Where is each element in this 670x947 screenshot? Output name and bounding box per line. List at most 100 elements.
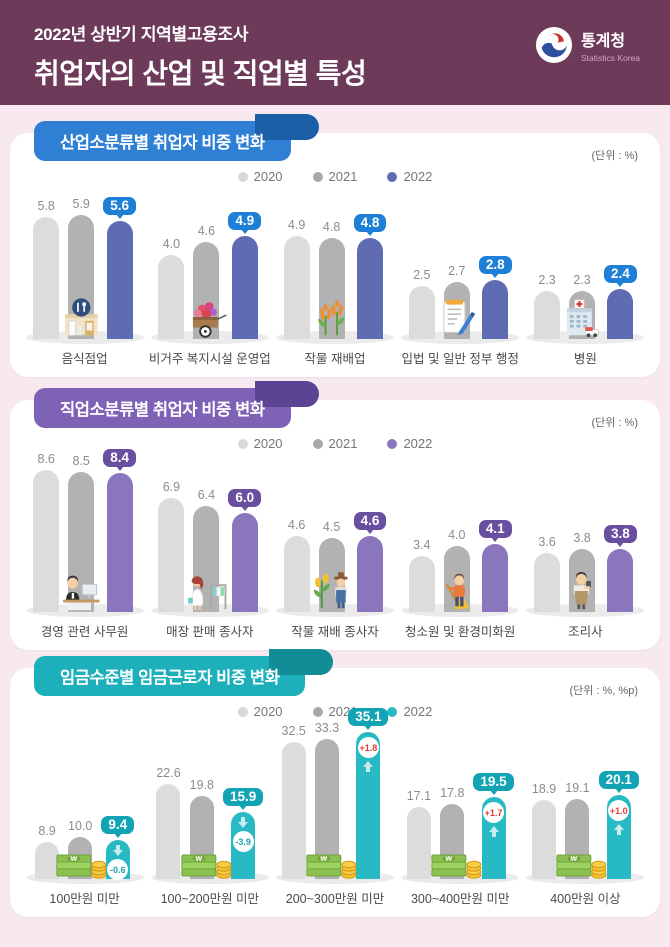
legend: 2020 2021 2022 — [10, 169, 660, 184]
value-badge-2022: 8.4 — [103, 449, 136, 467]
office-worker-icon — [58, 568, 104, 614]
bar-column-2020: 18.9 — [532, 782, 556, 879]
bar-value-label: 2.3 — [573, 273, 591, 287]
bar-2022 — [482, 280, 509, 339]
bar-column-2022: 4.9 — [228, 212, 262, 339]
category-label: 300~400만원 미만 — [410, 892, 510, 906]
legend-item-2020: 2020 — [237, 436, 283, 451]
bar-column-2020: 5.8 — [33, 199, 60, 339]
value-badge-2022: 2.4 — [604, 265, 637, 283]
bar-value-label: 4.6 — [197, 224, 216, 238]
bar-column-2020: 6.9 — [158, 480, 185, 612]
category-label: 200~300만원 미만 — [285, 892, 385, 906]
bar-column-2022: 3.8 — [604, 525, 637, 612]
bar-column-2020: 8.6 — [33, 452, 60, 612]
chart-group: 4.0 4.6 4.9 비거주 복지시설 운영업 — [147, 189, 272, 367]
decrease-arrow-icon — [112, 845, 123, 856]
bar-2020 — [408, 556, 435, 612]
value-badge-2022: 4.9 — [228, 212, 262, 230]
bar-column-2022: 35.1 +1.8 — [348, 708, 389, 879]
crop-icon — [308, 295, 354, 341]
bar-column-2020: 4.9 — [283, 218, 310, 339]
change-value-circle: -0.6 — [107, 859, 129, 880]
survey-subtitle: 2022년 상반기 지역별고용조사 — [34, 25, 249, 44]
legend-item-2022: 2022 — [387, 436, 432, 451]
bar-column-2020: 22.6 — [156, 766, 181, 879]
bar-column-2022: 4.8 — [353, 214, 387, 339]
legend-item-2021: 2021 — [312, 436, 358, 451]
legend-item-2022: 2022 — [387, 169, 432, 184]
legend-year-label: 2021 — [328, 436, 358, 451]
bar-column-2020: 3.4 — [408, 538, 435, 612]
chart-group: 17.1 17.8 19.5 +1.7 ₩300~400만원 미만 — [398, 701, 523, 907]
restaurant-icon — [58, 295, 104, 341]
legend-item-2021: 2021 — [312, 169, 357, 184]
legend-year-label: 2022 — [403, 704, 433, 719]
bar-value-label: 33.3 — [314, 721, 340, 735]
legend-dot — [387, 706, 398, 717]
bar-2022 — [482, 544, 509, 612]
category-label: 조리사 — [568, 625, 603, 639]
bar-column-2022: 5.6 — [103, 197, 136, 339]
money-icon: ₩ — [305, 841, 357, 881]
bar-column-2022: 2.4 — [604, 265, 637, 339]
bar-value-label: 4.5 — [322, 520, 341, 534]
bar-2022 — [106, 221, 133, 339]
category-label: 100만원 미만 — [49, 892, 120, 906]
category-label: 400만원 이상 — [550, 892, 621, 906]
unit-label: (단위 : %) — [591, 150, 638, 162]
legend-item-2022: 2022 — [387, 704, 432, 719]
legend-year-label: 2020 — [253, 704, 283, 719]
chart-group: 2.5 2.7 2.8 입법 및 일반 정부 행정 — [398, 189, 523, 367]
bar-2022: +1.7 — [481, 797, 506, 879]
value-badge-2022: 19.5 — [473, 773, 514, 791]
bar-value-label: 3.4 — [413, 538, 431, 552]
bar-2020 — [33, 470, 60, 612]
bar-2020 — [534, 291, 561, 339]
wage-bar-chart: 8.9 10.0 9.4 -0.6 ₩100만원 미만 22.6 19.8 15.9 -3.9 ₩… — [22, 701, 648, 907]
section-ribbon: 임금수준별 임금근로자 비중 변화 — [34, 649, 335, 696]
bar-value-label: 8.6 — [37, 452, 55, 466]
bar-value-label: 17.8 — [440, 786, 465, 800]
bar-value-label: 5.8 — [37, 199, 55, 213]
section-title: 산업소분류별 취업자 비중 변화 — [60, 134, 265, 152]
legend-dot — [237, 438, 248, 449]
legend-year-label: 2020 — [253, 436, 283, 451]
bar-value-label: 10.0 — [68, 819, 93, 833]
bar-column-2020: 4.0 — [158, 237, 185, 339]
bar-column-2022: 20.1 +1.0 — [598, 771, 639, 879]
unit-label: (단위 : %) — [591, 417, 638, 429]
bar-2020 — [534, 553, 561, 612]
category-label: 작물 재배 종사자 — [291, 625, 379, 639]
store-seller-icon — [183, 568, 229, 614]
hospital-icon — [559, 295, 605, 341]
page-header: 2022년 상반기 지역별고용조사 취업자의 산업 및 직업별 특성 통계청 S… — [0, 0, 670, 105]
increase-arrow-icon — [613, 824, 624, 835]
money-icon: ₩ — [54, 841, 106, 881]
category-label: 100~200만원 미만 — [160, 892, 260, 906]
bar-2022 — [231, 236, 258, 339]
bar-2020 — [283, 536, 310, 612]
bar-column-2022: 6.0 — [228, 489, 262, 612]
bar-value-label: 5.9 — [72, 197, 90, 211]
section-ribbon: 직업소분류별 취업자 비중 변화 — [34, 381, 319, 428]
bar-2022: -0.6 — [105, 840, 130, 880]
change-value-circle: +1.8 — [357, 737, 379, 758]
bar-column-2020: 4.6 — [283, 518, 310, 612]
bar-2022 — [607, 289, 634, 339]
flower-cart-icon — [183, 295, 229, 341]
korea-gov-emblem-icon — [535, 26, 573, 64]
change-value-circle: -3.9 — [232, 831, 254, 852]
section-ribbon: 산업소분류별 취업자 비중 변화 — [34, 114, 319, 161]
statistics-korea-logo: 통계청 Statistics Korea — [535, 26, 640, 64]
legend-dot — [387, 438, 398, 449]
bar-column-2022: 9.4 -0.6 — [101, 816, 135, 880]
bar-value-label: 3.8 — [573, 531, 591, 545]
bar-value-label: 3.6 — [538, 535, 556, 549]
cook-icon — [559, 568, 605, 614]
legend-item-2020: 2020 — [237, 704, 283, 719]
svg-text:₩: ₩ — [195, 856, 202, 863]
svg-text:₩: ₩ — [571, 856, 578, 863]
money-icon: ₩ — [180, 841, 232, 881]
value-badge-2022: 15.9 — [223, 788, 264, 806]
